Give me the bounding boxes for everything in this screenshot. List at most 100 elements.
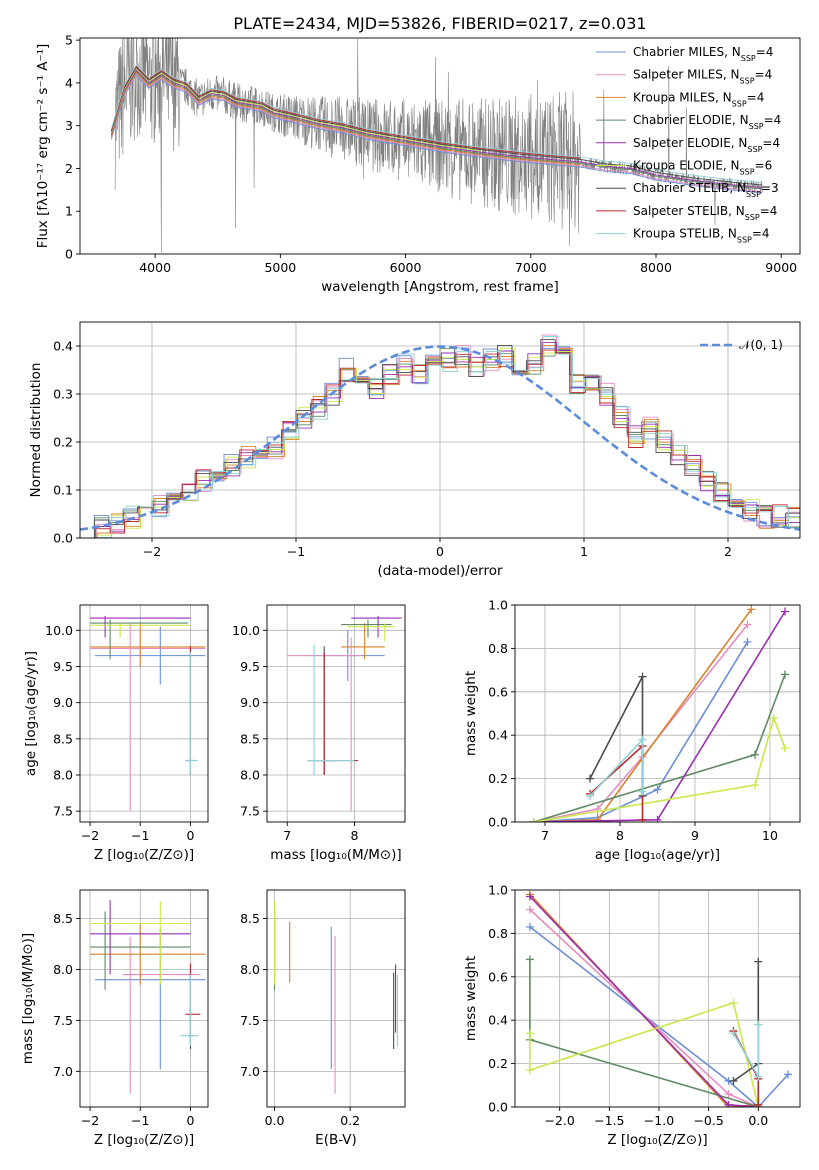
mass-weight-marker: [751, 781, 759, 790]
errorbar-point: [185, 652, 198, 775]
mass-weight-marker: [743, 637, 752, 646]
axes-frame: [266, 604, 406, 823]
weight-vs-Z-axes: −2.0 −1.5 −1.0 −0.5 0.0 0.0 0.2 0.4 0.6 0.8 1.0 Z […: [463, 883, 801, 1148]
residual-histogram-step: [82, 336, 800, 538]
y-tick-label: 0.4: [53, 339, 73, 354]
weight-vs-Z-plot-area: [525, 890, 793, 1107]
mass-weight-marker: [769, 713, 778, 722]
mass-weight-line: [529, 1001, 760, 1107]
y-tick-label: 0.0: [53, 531, 73, 546]
mass-weight-marker: [653, 785, 662, 794]
model-spectrum-line: [110, 71, 581, 166]
y-tick-label: 0.1: [53, 483, 73, 498]
errorbar-point: [90, 911, 191, 990]
mass-weight-marker: [781, 607, 789, 616]
errorbar-point: [307, 644, 355, 775]
y-tick-label: 7.5: [53, 1013, 73, 1028]
x-tick-label: 0.0: [265, 1113, 285, 1128]
legend-entry: Salpeter ELODIE, NSSP=4: [633, 136, 780, 154]
y-tick-label: 7.5: [240, 1013, 260, 1028]
mass-weight-line: [732, 1024, 760, 1080]
axes-frame: [514, 604, 801, 823]
model-spectrum-line: [110, 68, 481, 152]
y-tick-label: 7.5: [53, 804, 73, 819]
x-axis-label: (data-model)/error: [377, 563, 503, 579]
y-tick-label: 4: [65, 75, 73, 90]
mass-weight-marker: [653, 815, 662, 822]
axes-frame: [514, 889, 801, 1108]
mass-vs-ebv-plot-area: [274, 901, 398, 1094]
mass-weight-marker: [638, 815, 647, 822]
y-tick-label: 9.5: [53, 659, 73, 674]
mass-vs-ebv-axes: 0.0 0.2 7.0 7.5 8.0 8.5 E(B-V): [240, 889, 406, 1148]
y-tick-label: 1.0: [488, 883, 508, 898]
y-tick-label: 1.0: [488, 598, 508, 613]
mass-weight-marker: [586, 791, 594, 800]
x-tick-label: −1.0: [644, 1113, 674, 1128]
mass-weight-marker: [525, 1066, 534, 1075]
x-tick-label: −2: [143, 544, 161, 559]
x-tick-label: 0: [186, 828, 194, 843]
mass-weight-marker: [724, 1089, 733, 1098]
y-tick-label: 1: [65, 204, 73, 219]
mass-weight-marker: [754, 1020, 763, 1029]
y-tick-label: 9.5: [240, 659, 260, 674]
residuals-axes: −2 −1 0 1 2 0.0 0.1 0.2 0.3 0.4 (data-model)/error…: [28, 321, 801, 579]
mass-weight-marker: [781, 744, 789, 753]
errorbar-point: [90, 901, 191, 985]
mass-weight-marker: [743, 620, 752, 629]
model-spectrum-line: [110, 66, 763, 186]
y-tick-label: 0.2: [488, 1056, 508, 1071]
mass-weight-marker: [525, 905, 534, 914]
y-tick-label: 8.0: [240, 767, 260, 782]
mass-weight-marker: [525, 1029, 534, 1038]
model-spectrum-line: [110, 69, 763, 189]
errorbar-point: [90, 619, 188, 660]
residual-histogram-step: [81, 342, 800, 538]
x-tick-label: 0.2: [340, 1113, 360, 1128]
spectrum-plot-area: [110, 38, 763, 253]
y-axis-label: mass weight: [463, 671, 479, 756]
mass-weight-marker: [781, 670, 789, 679]
mass-weight-marker: [586, 774, 594, 783]
axes-frame: [266, 889, 406, 1108]
weight-vs-age-axes: 7 8 9 10 0.0 0.2 0.4 0.6 0.8 1.0 age [log₁₀(age/yr…: [463, 598, 801, 863]
y-tick-label: 0.2: [53, 435, 73, 450]
y-tick-label: 0.6: [488, 684, 508, 699]
x-axis-label: wavelength [Angstrom, rest frame]: [321, 279, 559, 295]
x-axis-label: mass [log₁₀(M/M⊙)]: [270, 847, 401, 863]
residual-histogram-step: [81, 349, 800, 538]
residuals-plot-area: [80, 334, 800, 538]
errorbar-point: [90, 623, 191, 638]
legend-entry: 𝒩(0, 1): [739, 338, 783, 352]
legend-entry: Chabrier STELIB, NSSP=3: [633, 181, 779, 199]
y-tick-label: 8.0: [53, 767, 73, 782]
mass-weight-marker: [638, 672, 647, 681]
mass-weight-marker: [529, 818, 538, 822]
legend-entry: Salpeter MILES, NSSP=4: [633, 68, 772, 86]
x-tick-label: −1: [287, 544, 305, 559]
y-axis-label: mass weight: [463, 956, 479, 1041]
mass-weight-marker: [747, 605, 756, 614]
x-tick-label: 0.0: [748, 1113, 768, 1128]
legend-entry: Salpeter STELIB, NSSP=4: [633, 204, 777, 222]
weight-vs-age-plot-area: [529, 605, 789, 822]
legend-entry: Chabrier MILES, NSSP=4: [633, 45, 773, 63]
x-tick-label: 7: [541, 828, 549, 843]
x-tick-label: 9: [691, 828, 699, 843]
errorbar-point: [347, 623, 395, 642]
x-tick-label: −1: [131, 828, 149, 843]
y-tick-label: 8.5: [240, 731, 260, 746]
residual-histogram-step: [80, 339, 800, 538]
model-spectrum-line: [110, 64, 763, 184]
spectrum-title: PLATE=2434, MJD=53826, FIBERID=0217, z=0…: [233, 14, 646, 33]
legend-entry: Kroupa ELODIE, NSSP=6: [633, 159, 772, 177]
mass-weight-marker: [525, 955, 534, 964]
mass-weight-marker: [729, 998, 738, 1007]
x-tick-label: 8: [351, 828, 359, 843]
x-axis-label: Z [log₁₀(Z/Z⊙)]: [94, 1132, 194, 1148]
errorbar-point: [307, 646, 335, 775]
y-tick-label: 2: [65, 161, 73, 176]
y-tick-label: 0.0: [488, 1100, 508, 1115]
y-tick-label: 0.8: [488, 926, 508, 941]
